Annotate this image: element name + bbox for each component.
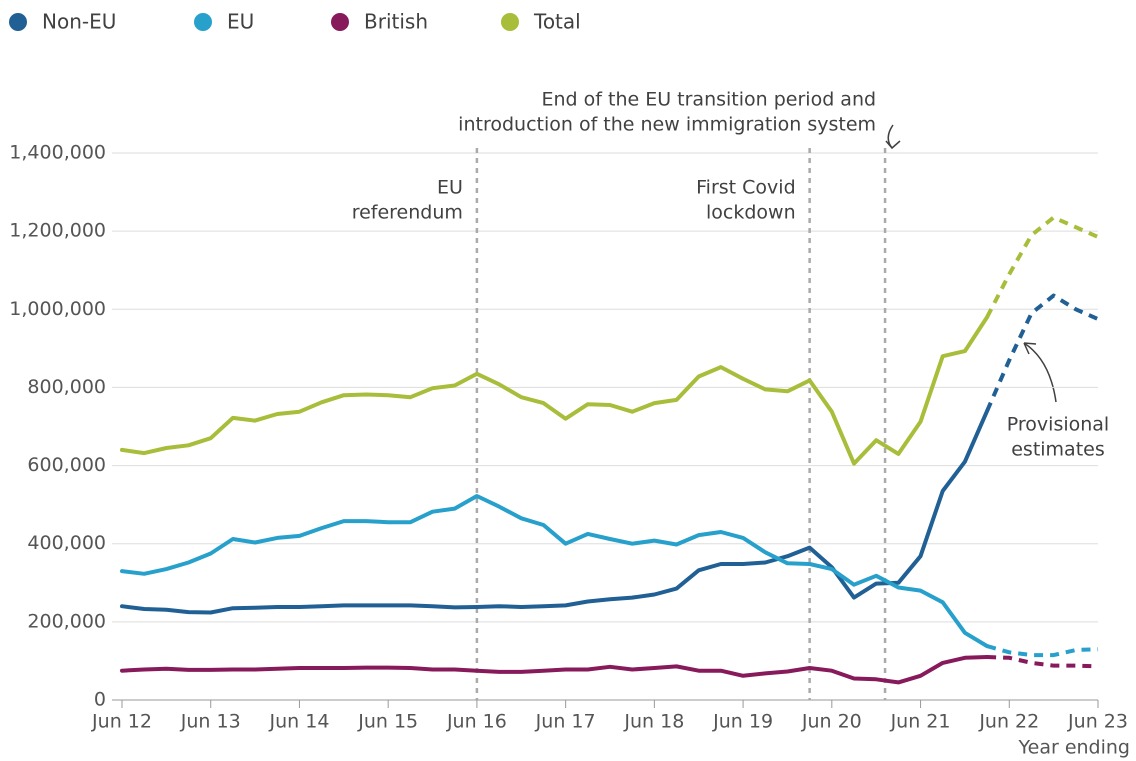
x-tick-label: Jun 12: [91, 711, 152, 733]
legend-label: EU: [227, 10, 254, 34]
line-provisional: [985, 215, 1099, 319]
line: [120, 408, 990, 615]
line-provisional: [986, 644, 1099, 658]
x-axis-label: Year ending: [1018, 737, 1130, 759]
annotation-arrow: [1023, 342, 1057, 403]
y-tick-label: 0: [94, 689, 106, 711]
x-tick-label: Jun 22: [978, 711, 1039, 733]
annotation: introduction of the new immigration syst…: [458, 114, 876, 136]
x-tick-label: Jun 13: [180, 711, 241, 733]
legend-item: EU: [194, 10, 254, 34]
y-tick-label: 600,000: [27, 454, 106, 476]
line-provisional: [985, 293, 1099, 412]
x-tick-label: Jun 21: [890, 711, 951, 733]
annotation: referendum: [352, 202, 463, 224]
y-tick-label: 800,000: [27, 376, 106, 398]
annotation: Provisional: [1007, 414, 1109, 436]
annotation: End of the EU transition period and: [542, 89, 877, 111]
legend-item: Total: [501, 10, 581, 34]
y-tick-label: 1,200,000: [9, 220, 106, 242]
y-tick-label: 200,000: [27, 610, 106, 632]
annotation: lockdown: [706, 202, 796, 224]
annotation: First Covid: [696, 177, 796, 199]
x-tick-label: Jun 15: [357, 711, 418, 733]
y-tick-label: 1,400,000: [9, 142, 106, 164]
x-tick-label: Jun 16: [446, 711, 507, 733]
legend-marker: [9, 13, 27, 31]
x-tick-label: Jun 17: [535, 711, 596, 733]
legend-label: Non-EU: [42, 10, 116, 34]
line-provisional: [987, 655, 1099, 669]
legend-marker: [194, 13, 212, 31]
x-tick-label: Jun 18: [623, 711, 684, 733]
legend-label: Total: [533, 10, 581, 34]
y-tick-label: 400,000: [27, 532, 106, 554]
legend-marker: [501, 13, 519, 31]
legend-label: British: [364, 10, 428, 34]
legend-item: Non-EU: [9, 10, 116, 34]
line: [120, 655, 990, 685]
legend-marker: [331, 13, 349, 31]
annotation-arrow: [885, 124, 901, 150]
y-tick-label: 1,000,000: [9, 298, 106, 320]
annotation: estimates: [1011, 439, 1105, 461]
annotation: EU: [437, 177, 463, 199]
x-tick-label: Jun 20: [801, 711, 862, 733]
x-tick-label: Jun 14: [269, 711, 330, 733]
line: [120, 315, 990, 466]
line: [120, 494, 990, 649]
legend-item: British: [331, 10, 428, 34]
x-tick-label: Jun 19: [712, 711, 773, 733]
x-tick-label: Jun 23: [1067, 711, 1128, 733]
